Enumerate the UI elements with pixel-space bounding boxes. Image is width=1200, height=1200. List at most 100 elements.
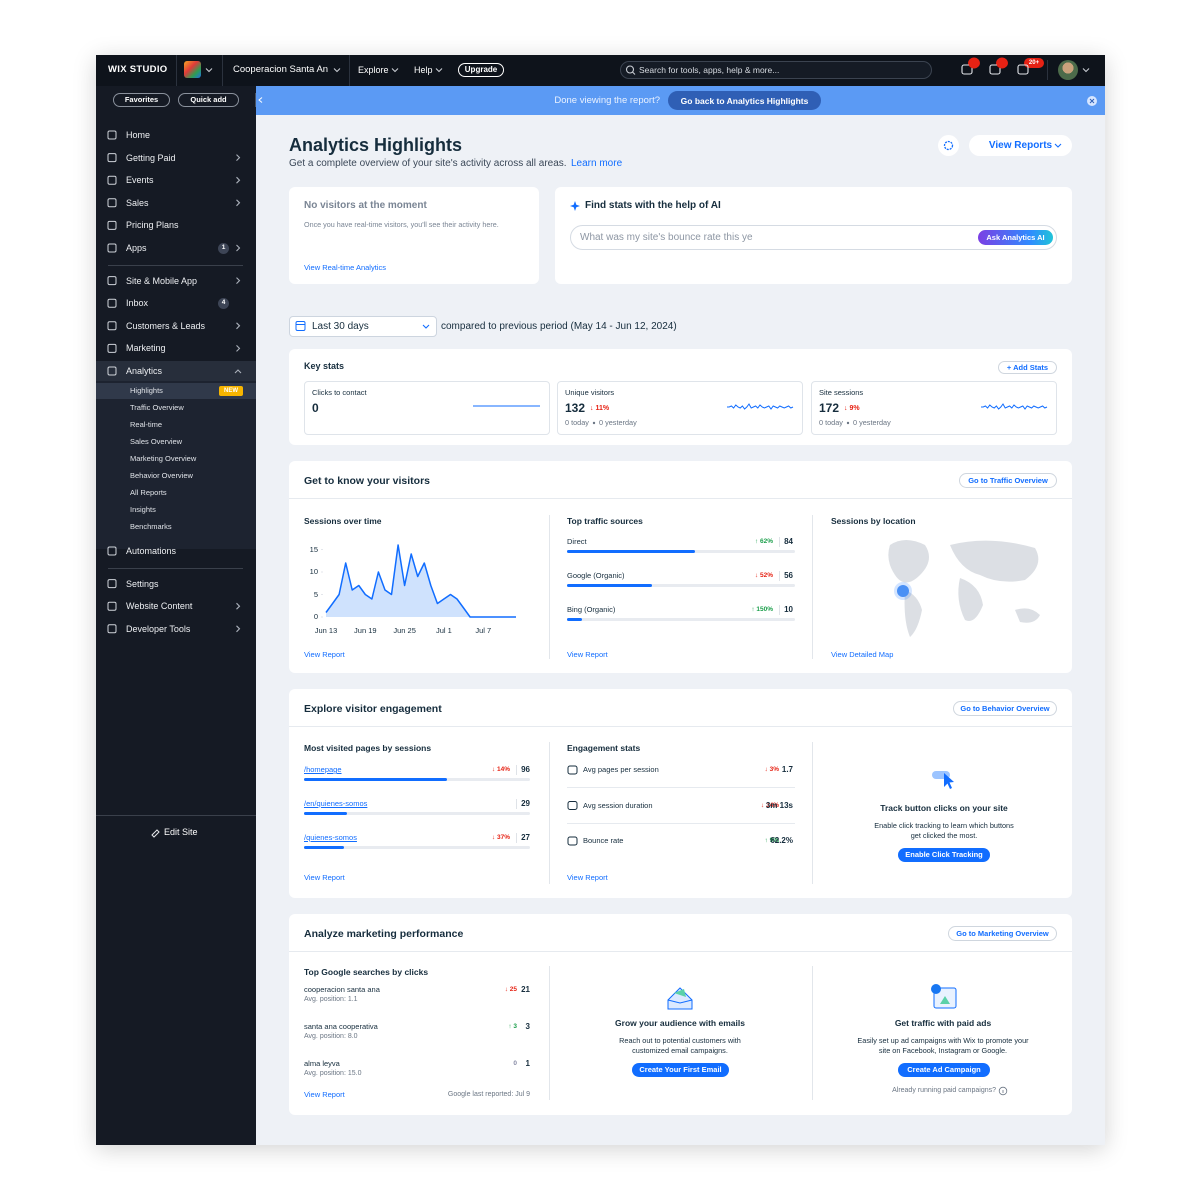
menu-separator (108, 567, 243, 569)
stat-label: Clicks to contact (312, 388, 367, 397)
favorites-button[interactable] (113, 93, 170, 107)
menu-item[interactable]: Explore (358, 65, 389, 75)
menu-item[interactable]: Marketing (126, 343, 166, 354)
menu-item[interactable]: Website Content (126, 601, 193, 612)
stat-value: 172 (819, 401, 840, 415)
divider (176, 55, 177, 86)
section-button[interactable] (948, 926, 1057, 941)
site-name[interactable]: Cooperacion Santa An (233, 64, 329, 75)
y-tick-label: 10 (309, 567, 318, 576)
ads-button[interactable] (898, 1063, 990, 1077)
ai-placeholder: What was my site's bounce rate this ye (580, 232, 753, 243)
add-stats-button[interactable] (998, 361, 1057, 374)
bar (567, 550, 695, 553)
stat-box (557, 381, 803, 435)
menu-item[interactable]: Inbox (126, 298, 149, 309)
submenu-item[interactable]: Traffic Overview (130, 403, 184, 412)
menu-item[interactable]: Customers & Leads (126, 320, 206, 331)
chart-title: Sessions over time (304, 516, 382, 526)
sources-link[interactable]: View Report (567, 650, 608, 659)
search-box[interactable] (620, 61, 932, 79)
back-button[interactable] (668, 91, 821, 110)
column-divider (812, 966, 813, 1100)
section-button[interactable] (959, 473, 1057, 488)
learn-more-link[interactable]: Learn more (571, 158, 623, 169)
menu-item[interactable]: Apps (126, 243, 147, 253)
submenu-item[interactable]: Insights (130, 505, 156, 514)
column-divider (549, 742, 550, 884)
stats-link[interactable]: View Report (567, 873, 608, 882)
date-dropdown[interactable] (289, 316, 437, 337)
section-button-label: Go to Traffic Overview (968, 475, 1048, 485)
notification-badge (1024, 58, 1044, 68)
stat-value: 0 (312, 401, 319, 415)
search-position: Avg. position: 1.1 (304, 996, 358, 1003)
submenu-item[interactable]: All Reports (130, 488, 167, 497)
settings-button[interactable] (938, 135, 959, 156)
menu-item[interactable]: Developer Tools (126, 623, 191, 634)
menu-item[interactable]: Home (126, 130, 151, 140)
chart-link[interactable]: View Report (304, 650, 345, 659)
upgrade-button[interactable] (458, 63, 504, 77)
section-button-label: Go to Behavior Overview (960, 703, 1050, 713)
menu-item[interactable]: Getting Paid (126, 152, 176, 163)
submenu-item[interactable]: Sales Overview (130, 437, 183, 446)
menu-item[interactable]: Pricing Plans (126, 220, 179, 231)
menu-item[interactable]: Events (126, 175, 154, 186)
source-change: ↑ 62% (754, 538, 773, 545)
submenu-item[interactable]: Behavior Overview (130, 471, 193, 480)
menu-badge-count: 1 (221, 244, 226, 251)
search-term: cooperacion santa ana (304, 985, 380, 994)
section-divider (289, 951, 1072, 952)
source-change: ↑ 150% (751, 606, 773, 613)
menu-item[interactable]: Site & Mobile App (126, 275, 198, 286)
search-value: 21 (521, 985, 530, 994)
x-tick-label: Jul 1 (436, 626, 452, 635)
edit-site[interactable]: Edit Site (164, 827, 198, 837)
ai-button[interactable] (978, 230, 1053, 245)
menu-item[interactable]: Automations (126, 546, 177, 556)
pages-link[interactable]: View Report (304, 873, 345, 882)
bar (304, 812, 348, 815)
avatar[interactable] (1058, 60, 1078, 80)
key-stats-title: Key stats (304, 361, 345, 371)
banner-close[interactable] (1087, 96, 1097, 106)
tracking-button[interactable] (898, 848, 990, 862)
realtime-link[interactable]: View Real-time Analytics (304, 263, 386, 272)
menu-item-active (96, 361, 256, 381)
tracking-title: Track button clicks on your site (880, 803, 1008, 813)
ai-input[interactable] (570, 225, 1057, 250)
menu-item[interactable]: Sales (126, 197, 149, 208)
column-divider (549, 515, 550, 659)
menu-item[interactable]: Help (414, 65, 433, 75)
email-button[interactable] (632, 1063, 729, 1077)
searches-link[interactable]: View Report (304, 1090, 345, 1099)
location-link[interactable]: View Detailed Map (831, 650, 894, 659)
row-divider (516, 765, 517, 775)
search-change: ↑ 3 (508, 1023, 517, 1030)
bar-track (567, 584, 795, 587)
page-name[interactable]: /quienes-somos (304, 833, 357, 842)
email-button-label: Create Your First Email (639, 1065, 722, 1074)
bar (567, 584, 653, 587)
submenu-item[interactable]: Marketing Overview (130, 454, 197, 463)
stat-name: Bounce rate (583, 836, 624, 845)
card (289, 461, 1072, 673)
submenu-item[interactable]: Benchmarks (130, 522, 172, 531)
section-button[interactable] (953, 701, 1057, 716)
quick-add-button[interactable] (178, 93, 239, 107)
new-badge-label: NEW (224, 388, 238, 394)
submenu-item[interactable]: Real-time (130, 420, 163, 429)
back-button-label: Go back to Analytics Highlights (680, 95, 809, 106)
menu-item[interactable]: Settings (126, 578, 159, 589)
search-term: santa ana cooperativa (304, 1022, 378, 1031)
menu-item[interactable]: Analytics (126, 366, 163, 376)
submenu-item[interactable]: Highlights (130, 386, 163, 395)
x-tick-label: Jun 13 (314, 626, 338, 635)
page-name[interactable]: /en/quienes-somos (304, 799, 368, 808)
card (289, 349, 1072, 445)
view-reports-button[interactable] (969, 135, 1072, 156)
email-text: Reach out to potential customers with cu… (619, 1036, 741, 1055)
page-name[interactable]: /homepage (304, 765, 342, 774)
stat-value: 132 (565, 401, 586, 415)
